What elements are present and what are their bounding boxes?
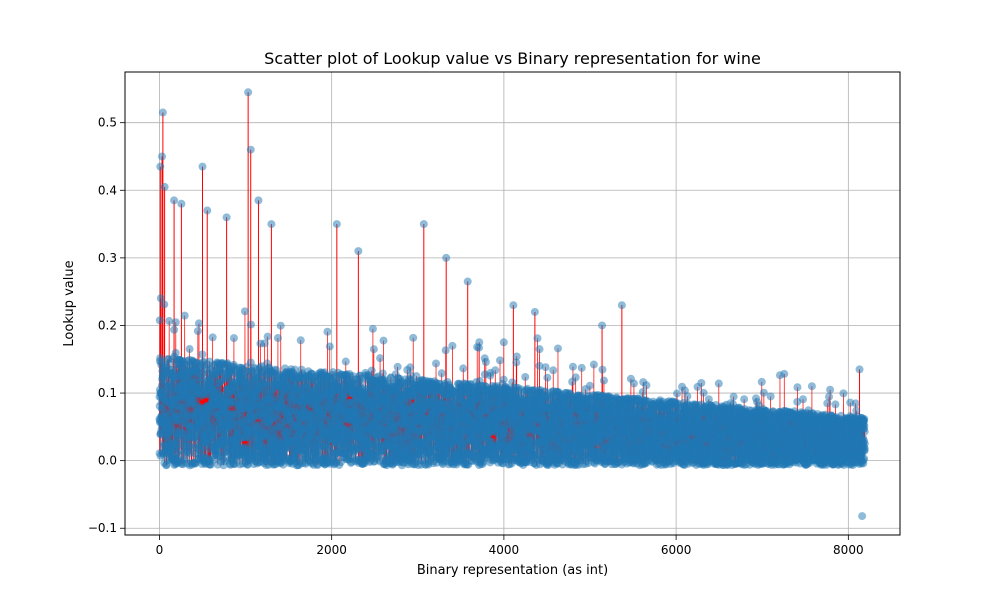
data-point (181, 312, 189, 320)
data-point (448, 342, 456, 350)
data-point (170, 326, 178, 334)
data-point (500, 338, 508, 346)
data-point (533, 334, 541, 342)
data-point (442, 346, 450, 354)
data-point (323, 328, 331, 336)
data-point (326, 342, 334, 350)
data-point (160, 300, 168, 308)
data-point (369, 325, 377, 333)
data-point (406, 363, 414, 371)
data-point (513, 352, 521, 360)
data-point (186, 345, 194, 353)
data-point (241, 307, 249, 315)
data-point (172, 349, 180, 357)
data-point (264, 333, 272, 341)
data-point (194, 327, 202, 335)
data-point (459, 364, 467, 372)
data-point (230, 334, 238, 342)
data-point (536, 345, 544, 353)
data-point (482, 358, 490, 366)
data-point (274, 334, 282, 342)
data-point (475, 338, 483, 346)
data-point (542, 363, 550, 371)
data-point (380, 337, 388, 345)
data-point (549, 366, 557, 374)
data-point (198, 350, 206, 358)
data-point (277, 322, 285, 330)
data-point (165, 317, 173, 325)
data-point (297, 336, 305, 344)
data-point (247, 321, 255, 329)
data-point (554, 344, 562, 352)
data-point (368, 367, 376, 375)
data-point (342, 358, 350, 366)
data-point (572, 373, 580, 381)
data-point (491, 366, 499, 374)
data-point (376, 354, 384, 362)
data-point (195, 319, 203, 327)
data-point (432, 360, 440, 368)
data-point (409, 334, 417, 342)
data-point (500, 376, 508, 384)
data-point (438, 369, 446, 377)
data-point (172, 318, 180, 326)
data-point (496, 356, 504, 364)
data-point (578, 364, 586, 372)
data-point (543, 374, 551, 382)
data-point (569, 363, 577, 371)
data-point (521, 373, 529, 381)
data-point (370, 345, 378, 353)
data-point (156, 316, 164, 324)
data-point (394, 363, 402, 371)
data-point (209, 333, 217, 341)
